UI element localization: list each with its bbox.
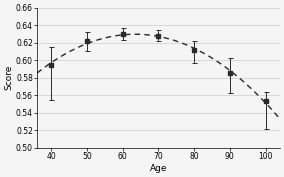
Y-axis label: Score: Score xyxy=(4,65,13,90)
X-axis label: Age: Age xyxy=(150,164,167,173)
